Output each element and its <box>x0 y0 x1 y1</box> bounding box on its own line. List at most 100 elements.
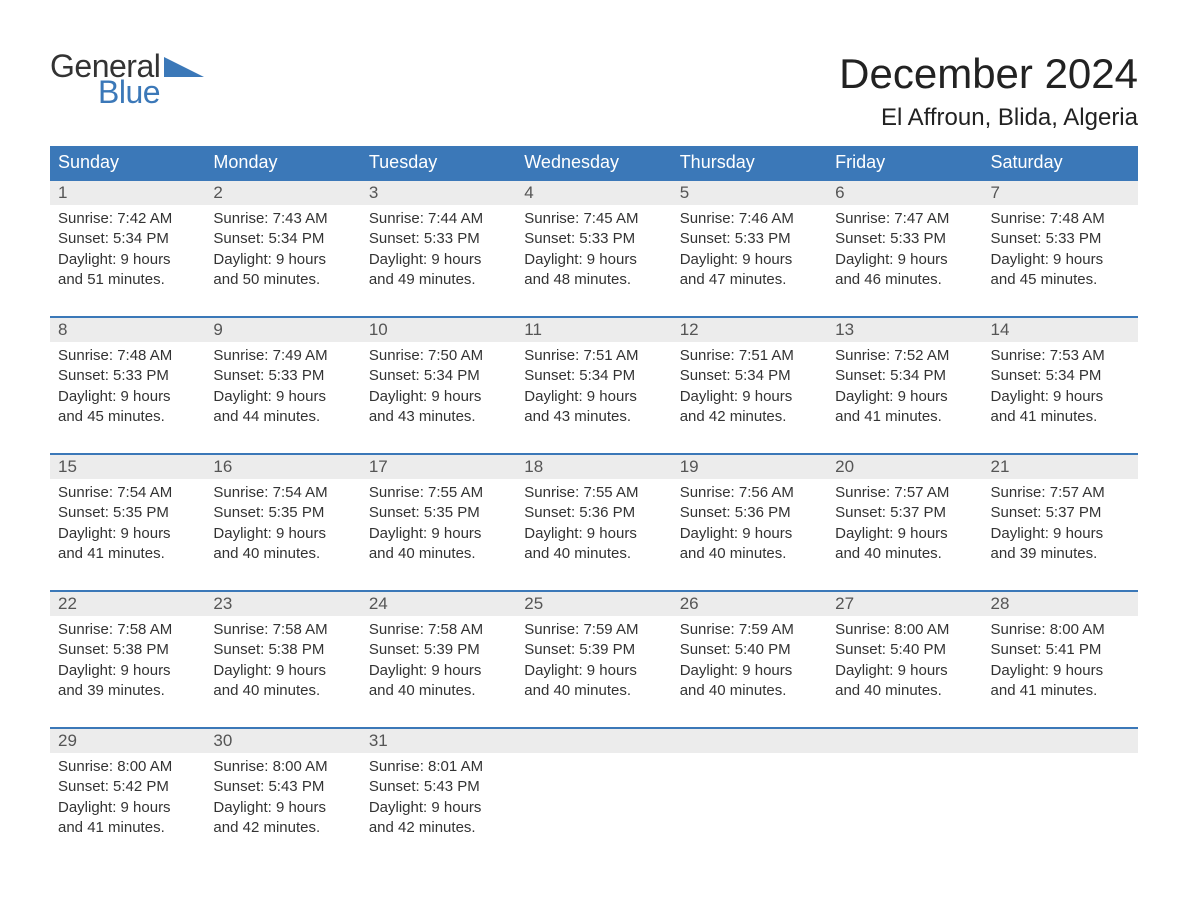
calendar-day-cell: 17Sunrise: 7:55 AMSunset: 5:35 PMDayligh… <box>361 454 516 591</box>
daylight-text-1: Daylight: 9 hours <box>835 387 974 407</box>
daylight-text-2: and 47 minutes. <box>680 270 819 290</box>
sunrise-text: Sunrise: 8:01 AM <box>369 757 508 777</box>
sunset-text: Sunset: 5:43 PM <box>369 777 508 797</box>
calendar-day-cell: 2Sunrise: 7:43 AMSunset: 5:34 PMDaylight… <box>205 180 360 317</box>
sunset-text: Sunset: 5:39 PM <box>524 640 663 660</box>
weekday-header: Saturday <box>983 146 1138 180</box>
sunset-text: Sunset: 5:41 PM <box>991 640 1130 660</box>
sunrise-text: Sunrise: 7:42 AM <box>58 209 197 229</box>
sunset-text: Sunset: 5:42 PM <box>58 777 197 797</box>
day-number: 14 <box>983 318 1138 342</box>
sunset-text: Sunset: 5:34 PM <box>991 366 1130 386</box>
daylight-text-1: Daylight: 9 hours <box>213 250 352 270</box>
sunrise-text: Sunrise: 7:57 AM <box>991 483 1130 503</box>
sunrise-text: Sunrise: 7:58 AM <box>213 620 352 640</box>
calendar-day-cell <box>516 728 671 864</box>
daylight-text-2: and 49 minutes. <box>369 270 508 290</box>
daylight-text-2: and 51 minutes. <box>58 270 197 290</box>
daylight-text-2: and 40 minutes. <box>213 681 352 701</box>
calendar-day-cell: 16Sunrise: 7:54 AMSunset: 5:35 PMDayligh… <box>205 454 360 591</box>
sunrise-text: Sunrise: 7:54 AM <box>213 483 352 503</box>
daylight-text-2: and 43 minutes. <box>369 407 508 427</box>
daylight-text-2: and 41 minutes. <box>991 407 1130 427</box>
sunset-text: Sunset: 5:33 PM <box>680 229 819 249</box>
calendar-day-cell: 27Sunrise: 8:00 AMSunset: 5:40 PMDayligh… <box>827 591 982 728</box>
daylight-text-1: Daylight: 9 hours <box>369 661 508 681</box>
daylight-text-1: Daylight: 9 hours <box>369 250 508 270</box>
daylight-text-2: and 45 minutes. <box>58 407 197 427</box>
weekday-header: Friday <box>827 146 982 180</box>
calendar-day-cell: 21Sunrise: 7:57 AMSunset: 5:37 PMDayligh… <box>983 454 1138 591</box>
sunrise-text: Sunrise: 7:48 AM <box>58 346 197 366</box>
sunrise-text: Sunrise: 8:00 AM <box>835 620 974 640</box>
daylight-text-1: Daylight: 9 hours <box>991 661 1130 681</box>
daylight-text-1: Daylight: 9 hours <box>213 661 352 681</box>
sunset-text: Sunset: 5:33 PM <box>524 229 663 249</box>
daylight-text-1: Daylight: 9 hours <box>991 250 1130 270</box>
calendar-table: Sunday Monday Tuesday Wednesday Thursday… <box>50 146 1138 864</box>
sunrise-text: Sunrise: 7:56 AM <box>680 483 819 503</box>
sunrise-text: Sunrise: 7:48 AM <box>991 209 1130 229</box>
day-number: 3 <box>361 181 516 205</box>
daylight-text-2: and 42 minutes. <box>680 407 819 427</box>
day-number: 25 <box>516 592 671 616</box>
sunrise-text: Sunrise: 8:00 AM <box>991 620 1130 640</box>
sunset-text: Sunset: 5:33 PM <box>991 229 1130 249</box>
daylight-text-1: Daylight: 9 hours <box>58 250 197 270</box>
daylight-text-2: and 40 minutes. <box>680 681 819 701</box>
daylight-text-1: Daylight: 9 hours <box>991 524 1130 544</box>
sunrise-text: Sunrise: 7:55 AM <box>524 483 663 503</box>
calendar-day-cell: 24Sunrise: 7:58 AMSunset: 5:39 PMDayligh… <box>361 591 516 728</box>
calendar-day-cell <box>827 728 982 864</box>
sunset-text: Sunset: 5:33 PM <box>58 366 197 386</box>
calendar-day-cell: 9Sunrise: 7:49 AMSunset: 5:33 PMDaylight… <box>205 317 360 454</box>
sunset-text: Sunset: 5:35 PM <box>58 503 197 523</box>
calendar-week-row: 8 Sunrise: 7:48 AMSunset: 5:33 PM Daylight… <box>50 317 1138 454</box>
day-number: 24 <box>361 592 516 616</box>
sunrise-text: Sunrise: 7:45 AM <box>524 209 663 229</box>
daylight-text-2: and 42 minutes. <box>213 818 352 838</box>
day-number: 10 <box>361 318 516 342</box>
sunset-text: Sunset: 5:34 PM <box>213 229 352 249</box>
sunset-text: Sunset: 5:36 PM <box>680 503 819 523</box>
calendar-day-cell: 7Sunrise: 7:48 AMSunset: 5:33 PMDaylight… <box>983 180 1138 317</box>
calendar-day-cell: 1Sunrise: 7:42 AMSunset: 5:34 PMDaylight… <box>50 180 205 317</box>
daylight-text-1: Daylight: 9 hours <box>680 387 819 407</box>
logo: General Blue <box>50 50 204 108</box>
day-number: 22 <box>50 592 205 616</box>
calendar-week-row: 29Sunrise: 8:00 AMSunset: 5:42 PMDayligh… <box>50 728 1138 864</box>
day-number: 8 <box>50 318 205 342</box>
day-number: 12 <box>672 318 827 342</box>
daylight-text-2: and 45 minutes. <box>991 270 1130 290</box>
sunrise-text: Sunrise: 7:49 AM <box>213 346 352 366</box>
daylight-text-1: Daylight: 9 hours <box>58 524 197 544</box>
weekday-header: Thursday <box>672 146 827 180</box>
calendar-week-row: 22Sunrise: 7:58 AMSunset: 5:38 PMDayligh… <box>50 591 1138 728</box>
sunset-text: Sunset: 5:36 PM <box>524 503 663 523</box>
day-number: 19 <box>672 455 827 479</box>
weekday-header-row: Sunday Monday Tuesday Wednesday Thursday… <box>50 146 1138 180</box>
sunset-text: Sunset: 5:33 PM <box>369 229 508 249</box>
day-number: 13 <box>827 318 982 342</box>
daylight-text-2: and 40 minutes. <box>213 544 352 564</box>
calendar-week-row: 1Sunrise: 7:42 AMSunset: 5:34 PMDaylight… <box>50 180 1138 317</box>
daylight-text-1: Daylight: 9 hours <box>835 661 974 681</box>
day-number: 4 <box>516 181 671 205</box>
sunrise-text: Sunrise: 7:59 AM <box>680 620 819 640</box>
daylight-text-2: and 42 minutes. <box>369 818 508 838</box>
sunset-text: Sunset: 5:34 PM <box>680 366 819 386</box>
calendar-day-cell: 20Sunrise: 7:57 AMSunset: 5:37 PMDayligh… <box>827 454 982 591</box>
daylight-text-1: Daylight: 9 hours <box>835 250 974 270</box>
day-number: 31 <box>361 729 516 753</box>
sunset-text: Sunset: 5:38 PM <box>213 640 352 660</box>
sunset-text: Sunset: 5:37 PM <box>835 503 974 523</box>
title-block: December 2024 El Affroun, Blida, Algeria <box>839 50 1138 132</box>
daylight-text-2: and 41 minutes. <box>835 407 974 427</box>
calendar-day-cell: 10Sunrise: 7:50 AMSunset: 5:34 PMDayligh… <box>361 317 516 454</box>
daylight-text-1: Daylight: 9 hours <box>524 387 663 407</box>
sunset-text: Sunset: 5:34 PM <box>369 366 508 386</box>
daylight-text-2: and 40 minutes. <box>369 681 508 701</box>
sunrise-text: Sunrise: 7:44 AM <box>369 209 508 229</box>
sunset-text: Sunset: 5:33 PM <box>835 229 974 249</box>
daylight-text-1: Daylight: 9 hours <box>369 524 508 544</box>
